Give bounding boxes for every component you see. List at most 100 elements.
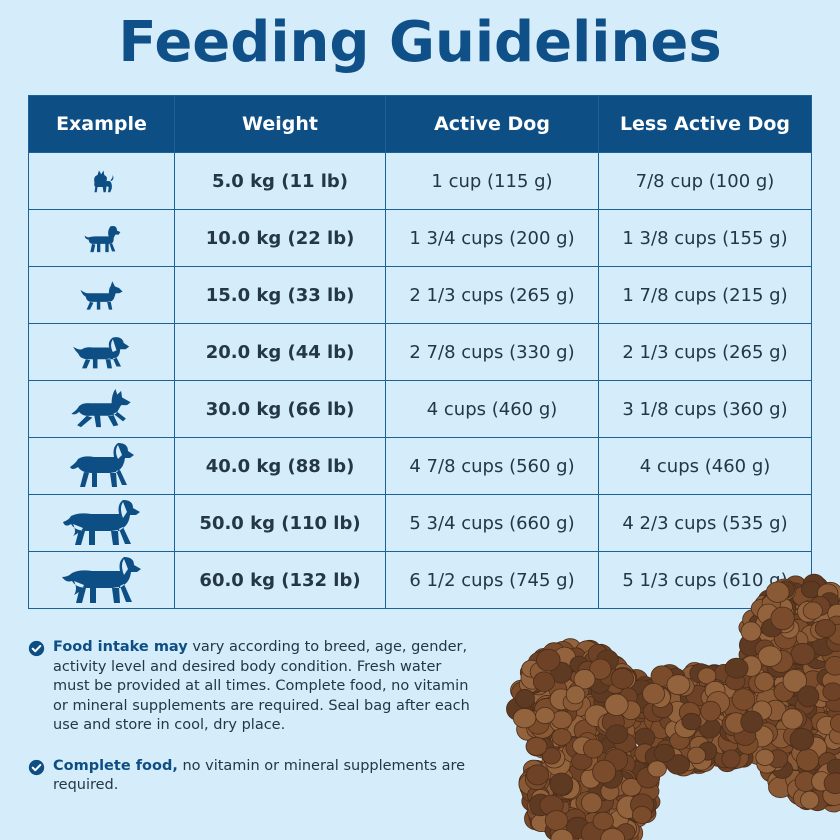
kibble-piece	[538, 758, 562, 781]
kibble-piece	[811, 690, 831, 708]
page-title: Feeding Guidelines	[118, 10, 722, 75]
kibble-piece	[634, 727, 656, 748]
kibble-piece	[626, 761, 648, 780]
kibble-piece	[601, 716, 626, 738]
kibble-piece	[584, 704, 609, 727]
kibble-piece	[665, 700, 688, 722]
kibble-piece	[601, 655, 627, 678]
kibble-piece	[746, 698, 772, 720]
kibble-piece	[625, 755, 649, 776]
kibble-piece	[824, 622, 840, 643]
kibble-piece	[798, 689, 823, 712]
kibble-piece	[558, 638, 582, 659]
kibble-piece	[520, 687, 544, 709]
kibble-piece	[689, 663, 712, 684]
kibble-piece	[664, 741, 688, 764]
kibble-piece	[814, 626, 839, 651]
kibble-piece	[545, 682, 570, 705]
kibble-piece	[620, 695, 643, 716]
kibble-piece	[532, 667, 555, 688]
kibble-piece	[583, 756, 607, 779]
kibble-piece	[801, 778, 824, 800]
kibble-piece	[581, 717, 602, 738]
kibble-piece	[614, 754, 636, 775]
kibble-piece	[555, 793, 578, 816]
kibble-piece	[611, 735, 636, 759]
kibble-piece	[588, 780, 613, 802]
kibble-piece	[787, 772, 812, 796]
kibble-piece	[552, 781, 576, 803]
kibble-piece	[826, 761, 840, 783]
kibble-piece	[816, 620, 836, 639]
kibble-piece	[700, 729, 725, 753]
kibble-piece	[532, 736, 554, 757]
kibble-piece	[778, 705, 801, 725]
kibble-piece	[592, 820, 617, 840]
kibble-piece	[789, 679, 812, 700]
header-example: Example	[28, 95, 175, 153]
kibble-piece	[553, 746, 579, 769]
kibble-piece	[695, 737, 719, 760]
kibble-piece	[521, 766, 545, 789]
kibble-piece	[573, 669, 596, 690]
kibble-piece	[701, 665, 726, 688]
kibble-piece	[826, 627, 840, 648]
kibble-piece	[635, 775, 658, 798]
kibble-piece	[530, 772, 550, 791]
kibble-piece	[781, 679, 801, 698]
kibble-piece	[724, 712, 748, 734]
kibble-piece	[580, 764, 600, 784]
kibble-piece	[599, 702, 623, 725]
note-text: vary according to breed, age, gender, ac…	[53, 639, 470, 733]
kibble-piece	[709, 720, 731, 739]
kibble-piece	[510, 679, 533, 702]
kibble-piece	[714, 740, 737, 762]
kibble-piece	[543, 816, 568, 838]
small-dog-icon	[93, 170, 113, 193]
kibble-piece	[725, 745, 749, 769]
kibble-piece	[676, 693, 696, 712]
kibble-piece	[747, 724, 768, 744]
kibble-piece	[778, 687, 802, 709]
kibble-piece	[678, 688, 700, 709]
kibble-piece	[811, 635, 836, 657]
kibble-piece	[821, 591, 840, 614]
kibble-piece	[684, 676, 704, 694]
kibble-piece	[686, 695, 707, 714]
table-row: 10.0 kg (22 lb) 1 3/4 cups (200 g) 1 3/8…	[28, 209, 812, 267]
kibble-piece	[632, 805, 653, 824]
kibble-piece	[789, 729, 812, 751]
kibble-piece	[660, 671, 680, 691]
kibble-piece	[522, 710, 545, 730]
kibble-piece	[523, 709, 547, 730]
kibble-piece	[826, 734, 840, 759]
kibble-piece	[614, 798, 638, 822]
kibble-piece	[600, 828, 625, 840]
kibble-piece	[577, 742, 602, 765]
kibble-piece	[771, 703, 791, 722]
kibble-piece	[660, 694, 684, 716]
kibble-piece	[526, 713, 550, 735]
kibble-piece	[794, 771, 817, 792]
kibble-piece	[600, 711, 623, 731]
kibble-piece	[788, 657, 811, 679]
kibble-piece	[567, 724, 589, 745]
kibble-piece	[778, 666, 798, 684]
kibble-piece	[551, 641, 575, 664]
kibble-piece	[678, 701, 701, 723]
kibble-piece	[760, 627, 781, 648]
kibble-piece	[810, 711, 832, 732]
kibble-piece	[819, 592, 840, 611]
kibble-piece	[594, 801, 614, 820]
kibble-piece	[619, 821, 644, 840]
kibble-piece	[594, 827, 615, 840]
kibble-piece	[545, 724, 567, 743]
kibble-piece	[609, 716, 629, 736]
kibble-piece	[794, 675, 816, 697]
kibble-piece	[521, 782, 542, 803]
kibble-piece	[702, 684, 723, 704]
kibble-piece	[787, 711, 808, 730]
kibble-piece	[575, 791, 600, 814]
kibble-piece	[602, 702, 628, 726]
kibble-piece	[557, 802, 577, 821]
